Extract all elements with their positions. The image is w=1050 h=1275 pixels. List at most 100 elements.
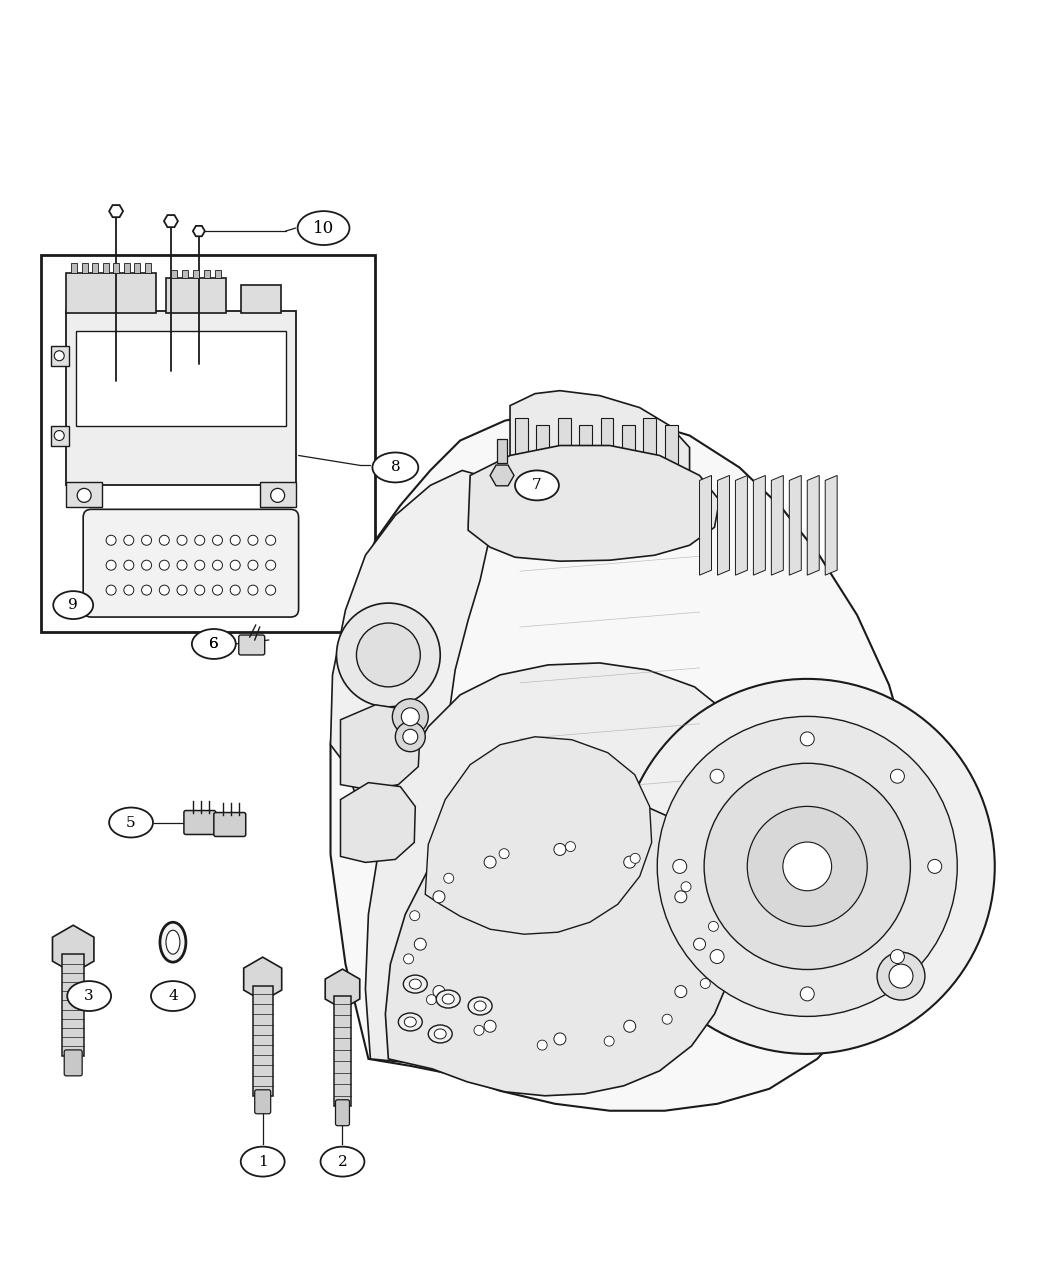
Circle shape: [554, 1033, 566, 1045]
Circle shape: [230, 560, 240, 570]
Ellipse shape: [410, 979, 421, 989]
Text: 10: 10: [313, 219, 334, 237]
Bar: [62, 954, 84, 1056]
Circle shape: [55, 431, 64, 441]
Polygon shape: [425, 737, 652, 935]
Circle shape: [177, 585, 187, 595]
Bar: [580, 425, 592, 482]
Text: 3: 3: [84, 989, 93, 1003]
Circle shape: [401, 708, 419, 725]
Circle shape: [142, 536, 151, 546]
Ellipse shape: [403, 975, 427, 993]
Bar: [134, 263, 141, 273]
Circle shape: [230, 585, 240, 595]
Text: 4: 4: [168, 989, 177, 1003]
Bar: [193, 270, 198, 278]
Ellipse shape: [151, 980, 195, 1011]
Circle shape: [538, 1040, 547, 1051]
Bar: [66, 273, 156, 312]
Circle shape: [928, 859, 942, 873]
Circle shape: [604, 1037, 614, 1045]
Bar: [66, 482, 102, 507]
Polygon shape: [735, 476, 748, 575]
Circle shape: [160, 560, 169, 570]
Bar: [497, 439, 507, 463]
Circle shape: [124, 585, 133, 595]
FancyBboxPatch shape: [184, 811, 216, 834]
Circle shape: [230, 536, 240, 546]
Bar: [145, 263, 151, 273]
Circle shape: [620, 678, 994, 1054]
Circle shape: [356, 623, 420, 687]
Bar: [92, 263, 99, 273]
Text: 5: 5: [126, 816, 135, 830]
Circle shape: [212, 560, 223, 570]
Circle shape: [266, 536, 276, 546]
Ellipse shape: [373, 453, 418, 482]
Ellipse shape: [428, 1025, 453, 1043]
Circle shape: [271, 488, 285, 502]
Circle shape: [890, 769, 904, 783]
Circle shape: [336, 603, 440, 706]
Bar: [240, 284, 280, 312]
Circle shape: [890, 950, 904, 964]
Circle shape: [212, 536, 223, 546]
Circle shape: [106, 560, 117, 570]
Polygon shape: [340, 783, 416, 862]
Ellipse shape: [435, 1029, 446, 1039]
Bar: [51, 426, 69, 445]
Circle shape: [657, 717, 958, 1016]
Circle shape: [177, 560, 187, 570]
Circle shape: [484, 1020, 496, 1033]
Polygon shape: [468, 445, 719, 561]
Circle shape: [673, 859, 687, 873]
Circle shape: [444, 873, 454, 884]
Circle shape: [800, 987, 814, 1001]
Circle shape: [194, 560, 205, 570]
Circle shape: [55, 351, 64, 361]
Bar: [215, 270, 220, 278]
Ellipse shape: [320, 1146, 364, 1177]
Polygon shape: [807, 476, 819, 575]
Circle shape: [410, 910, 420, 921]
Circle shape: [889, 964, 912, 988]
Ellipse shape: [442, 994, 455, 1003]
Circle shape: [142, 585, 151, 595]
Circle shape: [78, 488, 91, 502]
Bar: [66, 311, 296, 486]
Ellipse shape: [475, 1001, 486, 1011]
Bar: [166, 278, 226, 312]
Circle shape: [554, 844, 566, 856]
Polygon shape: [385, 798, 737, 1095]
Ellipse shape: [54, 592, 93, 620]
Ellipse shape: [398, 1014, 422, 1031]
Bar: [103, 263, 109, 273]
Polygon shape: [717, 476, 730, 575]
Circle shape: [709, 922, 718, 931]
Circle shape: [433, 891, 445, 903]
Ellipse shape: [468, 997, 492, 1015]
Circle shape: [877, 952, 925, 1000]
Ellipse shape: [436, 991, 460, 1009]
Ellipse shape: [516, 470, 559, 500]
Bar: [334, 996, 352, 1105]
Circle shape: [748, 806, 867, 927]
Circle shape: [393, 699, 428, 734]
Polygon shape: [331, 470, 492, 857]
Circle shape: [499, 849, 509, 858]
Circle shape: [177, 536, 187, 546]
Bar: [622, 425, 635, 482]
FancyBboxPatch shape: [336, 1100, 350, 1126]
Circle shape: [248, 536, 258, 546]
Bar: [665, 425, 677, 482]
Bar: [204, 270, 210, 278]
Bar: [124, 263, 130, 273]
Circle shape: [675, 986, 687, 997]
Circle shape: [194, 585, 205, 595]
Text: 6: 6: [209, 638, 218, 652]
Text: 9: 9: [68, 598, 78, 612]
Bar: [51, 346, 69, 366]
Bar: [558, 418, 571, 482]
Circle shape: [248, 585, 258, 595]
Polygon shape: [340, 705, 420, 789]
